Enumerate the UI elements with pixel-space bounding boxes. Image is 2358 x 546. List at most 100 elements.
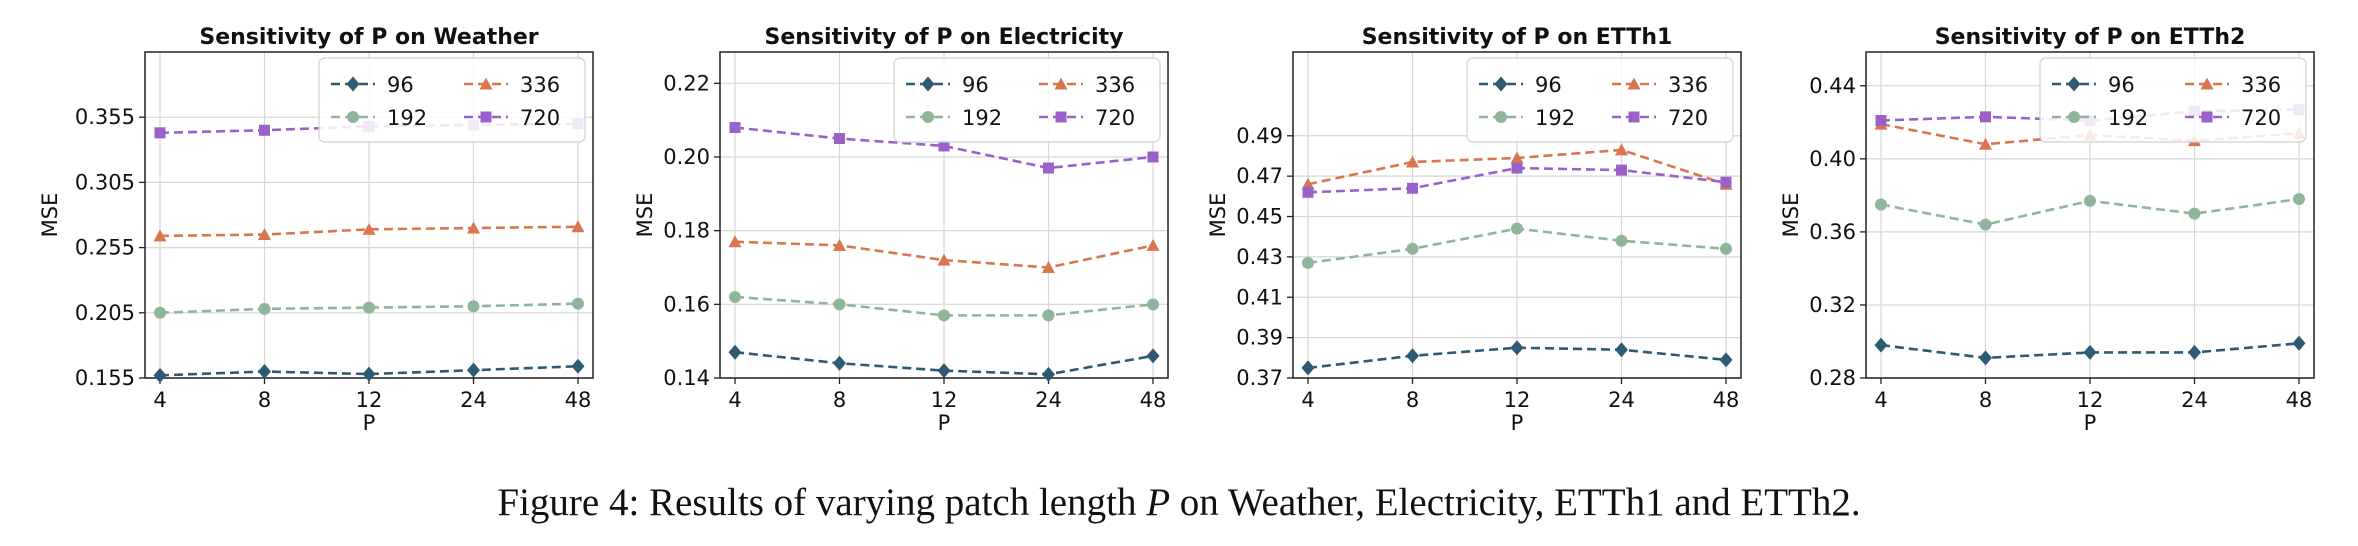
data-point-96 bbox=[937, 363, 951, 379]
legend-label: 96 bbox=[2108, 73, 2135, 97]
data-point-192 bbox=[363, 301, 375, 314]
data-point-96 bbox=[1615, 342, 1628, 358]
y-tick-label: 0.22 bbox=[663, 71, 710, 95]
data-point-720 bbox=[1720, 176, 1732, 188]
x-axis-label: P bbox=[363, 411, 376, 435]
x-tick-label: 24 bbox=[460, 388, 487, 412]
legend-marker bbox=[2201, 111, 2213, 123]
legend-marker bbox=[2068, 111, 2080, 123]
legend-label: 192 bbox=[962, 106, 1002, 130]
data-point-720 bbox=[1980, 111, 1991, 123]
y-tick-label: 0.37 bbox=[1236, 366, 1283, 390]
data-point-96 bbox=[728, 344, 742, 360]
data-point-336 bbox=[1979, 137, 1992, 150]
data-point-336 bbox=[1510, 151, 1524, 164]
y-tick-label: 0.43 bbox=[1236, 245, 1283, 269]
x-tick-label: 12 bbox=[1504, 388, 1531, 412]
legend-box bbox=[893, 57, 1161, 143]
data-point-192 bbox=[729, 290, 741, 303]
y-tick-label: 0.45 bbox=[1236, 205, 1283, 229]
data-point-720 bbox=[259, 124, 270, 136]
data-point-192 bbox=[258, 302, 271, 315]
data-point-336 bbox=[1042, 260, 1055, 273]
legend-marker bbox=[922, 111, 934, 123]
x-tick-label: 24 bbox=[1608, 388, 1635, 412]
y-axis-label: MSE bbox=[38, 193, 62, 238]
data-point-720 bbox=[834, 133, 845, 145]
legend-marker bbox=[2200, 77, 2214, 90]
x-tick-label: 48 bbox=[2286, 388, 2313, 412]
legend-marker bbox=[346, 76, 360, 92]
y-tick-label: 0.49 bbox=[1236, 124, 1283, 148]
chart-panel: 4 8 12 24 480.370.390.410.430.450.470.49Sens… bbox=[1206, 25, 1742, 435]
legend-marker bbox=[479, 77, 493, 90]
x-tick-label: 48 bbox=[1713, 388, 1740, 412]
data-point-720 bbox=[938, 140, 950, 152]
data-point-96 bbox=[1874, 337, 1888, 353]
y-tick-label: 0.305 bbox=[75, 170, 135, 194]
chart-panel: 4 8 12 24 480.140.160.180.200.22Sensitivity … bbox=[633, 25, 1169, 435]
y-tick-label: 0.16 bbox=[663, 292, 710, 316]
legend-box bbox=[318, 57, 586, 143]
x-axis-label: P bbox=[938, 411, 951, 435]
data-point-720 bbox=[1043, 162, 1054, 174]
chart-title: Sensitivity of P on ETTh1 bbox=[1362, 25, 1673, 50]
x-tick-label: 4 bbox=[728, 388, 741, 412]
data-point-96 bbox=[1510, 340, 1524, 356]
chart-title: Sensitivity of P on ETTh2 bbox=[1935, 25, 2246, 50]
x-tick-label: 8 bbox=[1979, 388, 1992, 412]
data-point-96 bbox=[1146, 348, 1160, 364]
series-line-720 bbox=[734, 126, 1154, 170]
y-tick-label: 0.44 bbox=[1809, 74, 1856, 98]
data-point-192 bbox=[1406, 242, 1419, 255]
data-point-192 bbox=[1615, 234, 1628, 247]
legend-label: 720 bbox=[520, 106, 560, 130]
chart-panel: 4 8 12 24 480.1550.2050.2550.3050.355Sensiti… bbox=[38, 25, 594, 435]
legend-label: 96 bbox=[1535, 73, 1562, 97]
y-tick-label: 0.255 bbox=[75, 236, 135, 260]
y-tick-label: 0.14 bbox=[663, 366, 710, 390]
data-point-96 bbox=[153, 367, 167, 383]
series-line-96 bbox=[1880, 342, 2300, 360]
legend-label: 720 bbox=[1668, 106, 1708, 130]
legend-marker bbox=[1054, 77, 1068, 90]
data-point-192 bbox=[2084, 194, 2096, 207]
y-tick-label: 0.355 bbox=[75, 105, 135, 129]
data-point-336 bbox=[1406, 155, 1419, 168]
data-point-336 bbox=[728, 235, 742, 248]
data-point-192 bbox=[1042, 309, 1055, 322]
y-tick-label: 0.36 bbox=[1809, 220, 1856, 244]
data-point-192 bbox=[154, 306, 166, 319]
legend-marker bbox=[1628, 111, 1640, 123]
data-point-192 bbox=[1302, 256, 1314, 269]
data-point-96 bbox=[1406, 348, 1419, 364]
data-point-192 bbox=[833, 298, 846, 311]
figure-caption: Figure 4: Results of varying patch lengt… bbox=[0, 480, 2358, 525]
legend-marker bbox=[480, 111, 492, 123]
y-axis-label: MSE bbox=[633, 193, 657, 238]
data-point-192 bbox=[2188, 207, 2201, 220]
data-point-96 bbox=[2292, 335, 2306, 351]
legend-label: 192 bbox=[1535, 106, 1575, 130]
x-tick-label: 8 bbox=[1406, 388, 1419, 412]
data-point-720 bbox=[1147, 151, 1159, 163]
y-tick-label: 0.47 bbox=[1236, 164, 1283, 188]
data-point-192 bbox=[2293, 193, 2305, 206]
data-point-720 bbox=[1511, 162, 1523, 174]
legend-label: 336 bbox=[520, 73, 560, 97]
y-tick-label: 0.41 bbox=[1236, 285, 1283, 309]
series-line-96 bbox=[734, 350, 1154, 376]
data-point-96 bbox=[2188, 344, 2201, 360]
data-point-96 bbox=[362, 366, 376, 382]
y-tick-label: 0.18 bbox=[663, 219, 710, 243]
x-tick-label: 8 bbox=[833, 388, 846, 412]
legend-label: 336 bbox=[1668, 73, 1708, 97]
legend-box bbox=[1466, 57, 1734, 143]
x-axis-label: P bbox=[2084, 411, 2097, 435]
legend-label: 720 bbox=[2241, 106, 2281, 130]
y-tick-label: 0.40 bbox=[1809, 147, 1856, 171]
data-point-96 bbox=[1979, 350, 1992, 366]
data-point-96 bbox=[1301, 360, 1315, 376]
data-point-96 bbox=[571, 358, 585, 374]
